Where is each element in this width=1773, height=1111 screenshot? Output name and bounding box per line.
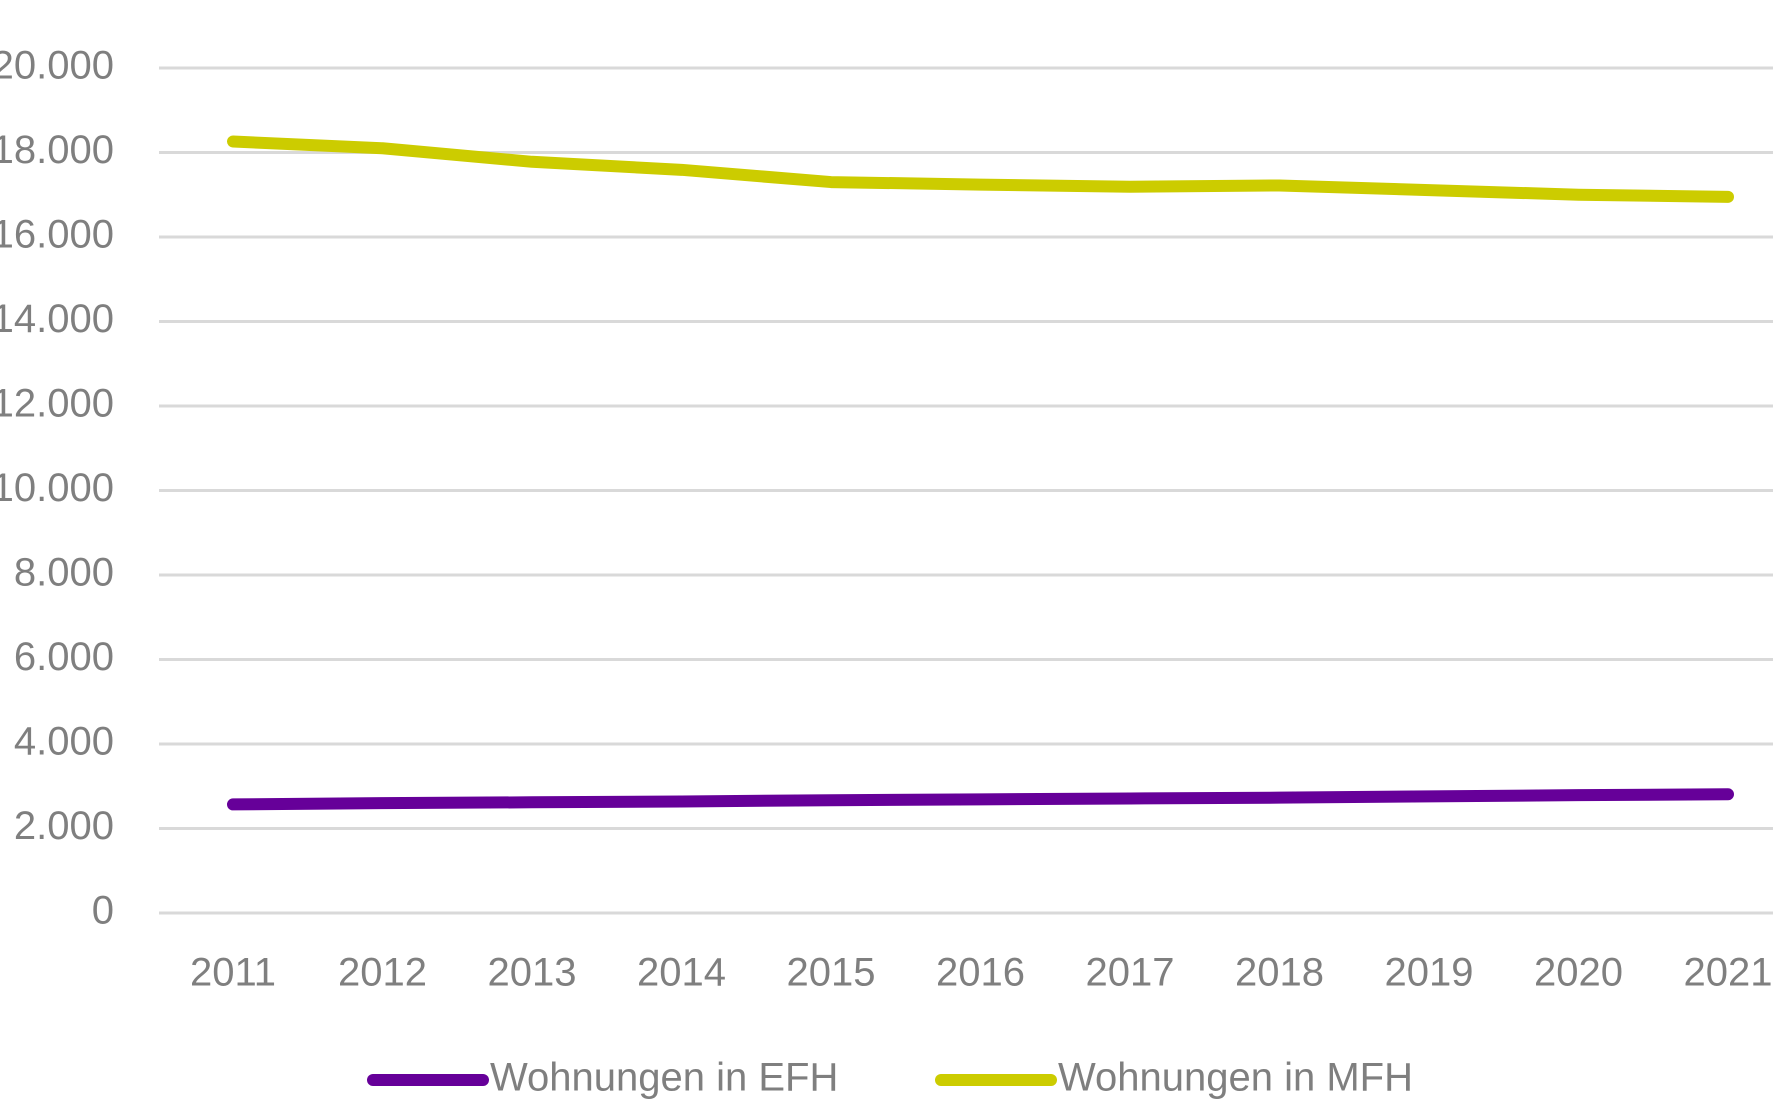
y-tick-label: 4.000 (14, 720, 114, 764)
y-tick-label: 16.000 (0, 213, 114, 257)
y-tick-label: 18.000 (0, 128, 114, 172)
x-tick-label: 2017 (1086, 951, 1175, 995)
x-tick-label: 2014 (637, 951, 726, 995)
y-tick-label: 12.000 (0, 382, 114, 426)
legend-label: Wohnungen in MFH (1058, 1056, 1413, 1100)
y-tick-label: 6.000 (14, 635, 114, 679)
y-tick-label: 20.000 (0, 44, 114, 88)
x-tick-label: 2016 (936, 951, 1025, 995)
y-tick-label: 0 (92, 889, 114, 933)
x-tick-label: 2018 (1235, 951, 1324, 995)
x-tick-label: 2021 (1684, 951, 1773, 995)
x-tick-label: 2011 (190, 951, 276, 995)
y-tick-label: 10.000 (0, 466, 114, 510)
data-line (227, 788, 1734, 811)
y-tick-label: 8.000 (14, 551, 114, 595)
y-tick-label: 14.000 (0, 297, 114, 341)
y-tick-label: 2.000 (14, 804, 114, 848)
x-tick-label: 2020 (1534, 951, 1623, 995)
x-tick-label: 2012 (338, 951, 427, 995)
data-line (227, 135, 1734, 203)
x-tick-label: 2015 (787, 951, 876, 995)
x-tick-label: 2019 (1385, 951, 1474, 995)
legend-label: Wohnungen in EFH (490, 1056, 838, 1100)
x-tick-label: 2013 (488, 951, 577, 995)
